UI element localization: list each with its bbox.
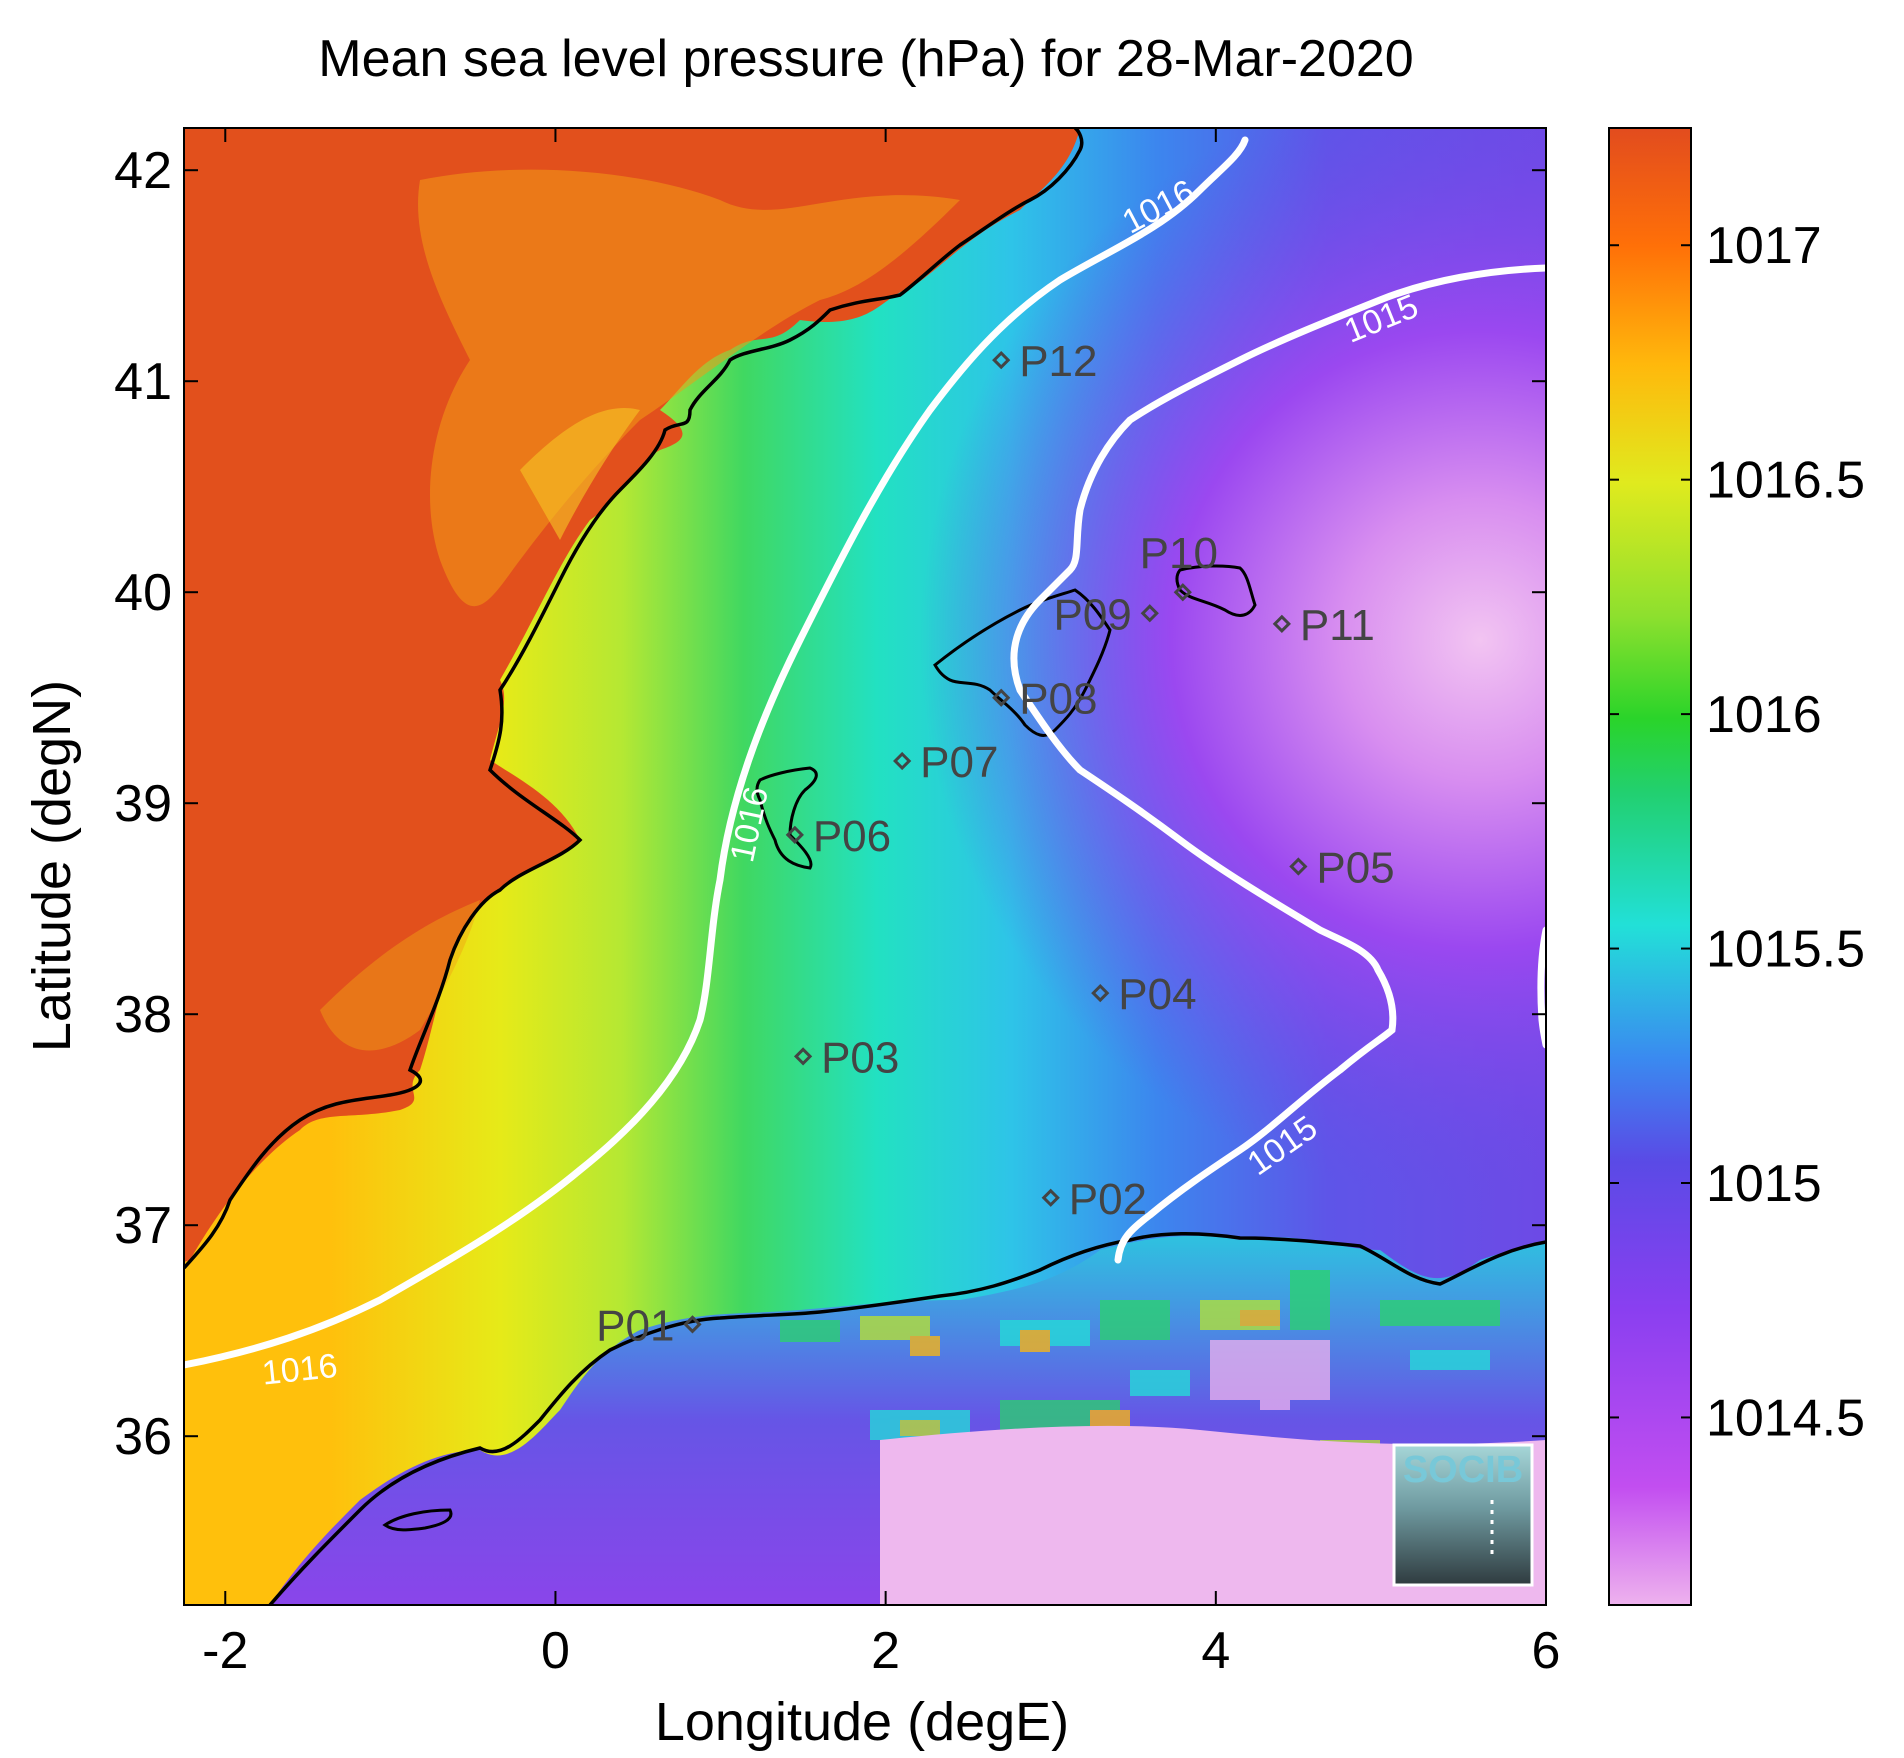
y-tick-label: 41 — [114, 353, 172, 411]
station-marker-icon — [992, 688, 1011, 707]
x-axis-label: Longitude (degE) — [655, 1692, 1069, 1752]
contour-label-text: 1016 — [260, 1347, 339, 1393]
y-tick-label: 38 — [114, 986, 172, 1044]
ibiza-island — [755, 766, 818, 870]
colorbar-tick-label: 1015 — [1706, 1155, 1822, 1213]
x-tick-label: 2 — [871, 1622, 900, 1680]
station-marker-icon — [1140, 604, 1159, 623]
station-label: P11 — [1300, 601, 1375, 650]
colorbar-tick-label: 1015.5 — [1706, 921, 1865, 979]
station-marker-icon — [1041, 1188, 1060, 1207]
y-tick-label: 36 — [114, 1408, 172, 1466]
station-marker-icon — [893, 751, 912, 771]
colorbar-ramp — [1608, 127, 1692, 1606]
colorbar-ticks: 1014.5 1015 1015.5 1016 1016.5 1017 — [1609, 217, 1865, 1447]
y-tick-label: 37 — [114, 1197, 172, 1255]
y-tick-label: 42 — [114, 142, 172, 200]
isobar-1015-east — [1537, 926, 1546, 1049]
plot-frame — [183, 127, 1547, 1606]
y-axis-label: Latitude (degN) — [22, 680, 82, 1052]
station-marker-icon — [992, 350, 1011, 370]
x-tick-label: 4 — [1201, 1622, 1230, 1680]
station-marker-icon — [793, 1047, 813, 1066]
iberia-coastline — [184, 128, 1084, 1270]
station-p01[interactable]: P01 — [596, 1301, 702, 1350]
station-p05[interactable]: P05 — [1289, 844, 1395, 893]
station-label: P09 — [1053, 590, 1131, 639]
station-label: P01 — [596, 1301, 674, 1350]
africa-coastline — [268, 1231, 1546, 1605]
iberia-land — [184, 128, 1080, 1262]
station-p12[interactable]: P12 — [992, 337, 1097, 386]
station-p04[interactable]: P04 — [1091, 970, 1197, 1019]
station-marker-icon — [1173, 583, 1192, 602]
station-label: P10 — [1140, 529, 1218, 578]
isobar-lines — [184, 136, 1546, 1369]
station-marker-icon — [1272, 614, 1291, 633]
station-label: P06 — [813, 812, 891, 861]
colorbar-tick-label: 1014.5 — [1706, 1389, 1865, 1447]
socib-logo-text: SOCIB — [1403, 1449, 1523, 1491]
station-label: P02 — [1069, 1175, 1147, 1224]
station-p07[interactable]: P07 — [893, 738, 998, 787]
isobar-1015 — [1010, 264, 1546, 1264]
colorbar-tick-label: 1017 — [1706, 217, 1822, 275]
station-label: P04 — [1118, 970, 1196, 1019]
colorbar: 1014.5 1015 1015.5 1016 1016.5 1017 — [1608, 127, 1865, 1606]
station-p06[interactable]: P06 — [785, 812, 891, 861]
station-p10[interactable]: P10 — [1140, 529, 1218, 602]
station-p09[interactable]: P09 — [1053, 590, 1159, 639]
socib-logo: SOCIB — [1392, 1443, 1534, 1587]
station-p11[interactable]: P11 — [1272, 601, 1375, 650]
x-tick-label: 0 — [541, 1622, 570, 1680]
contour-label: 1016 — [260, 1347, 339, 1393]
station-p02[interactable]: P02 — [1041, 1175, 1147, 1224]
map-title: Mean sea level pressure (hPa) for 28-Mar… — [318, 30, 1413, 88]
x-axis: -2 0 2 4 6 — [202, 128, 1560, 1680]
station-label: P12 — [1019, 337, 1097, 386]
station-label: P07 — [920, 738, 998, 787]
station-p03[interactable]: P03 — [793, 1033, 899, 1082]
x-tick-label: 6 — [1532, 1622, 1561, 1680]
station-marker-icon — [1289, 857, 1308, 876]
station-label: P05 — [1316, 844, 1394, 893]
y-tick-label: 39 — [114, 775, 172, 833]
colorbar-tick-label: 1016.5 — [1706, 452, 1865, 510]
y-tick-label: 40 — [114, 564, 172, 622]
station-label: P08 — [1019, 675, 1097, 724]
station-marker-icon — [683, 1315, 702, 1334]
station-label: P03 — [821, 1033, 899, 1082]
station-marker-icon — [785, 825, 804, 844]
colorbar-tick-label: 1016 — [1706, 686, 1822, 744]
station-marker-icon — [1091, 983, 1110, 1003]
y-axis: 36 37 38 39 40 41 42 — [114, 142, 1546, 1466]
station-p08[interactable]: P08 — [992, 675, 1097, 724]
isobar-1016 — [184, 136, 1249, 1369]
x-tick-label: -2 — [202, 1622, 248, 1680]
